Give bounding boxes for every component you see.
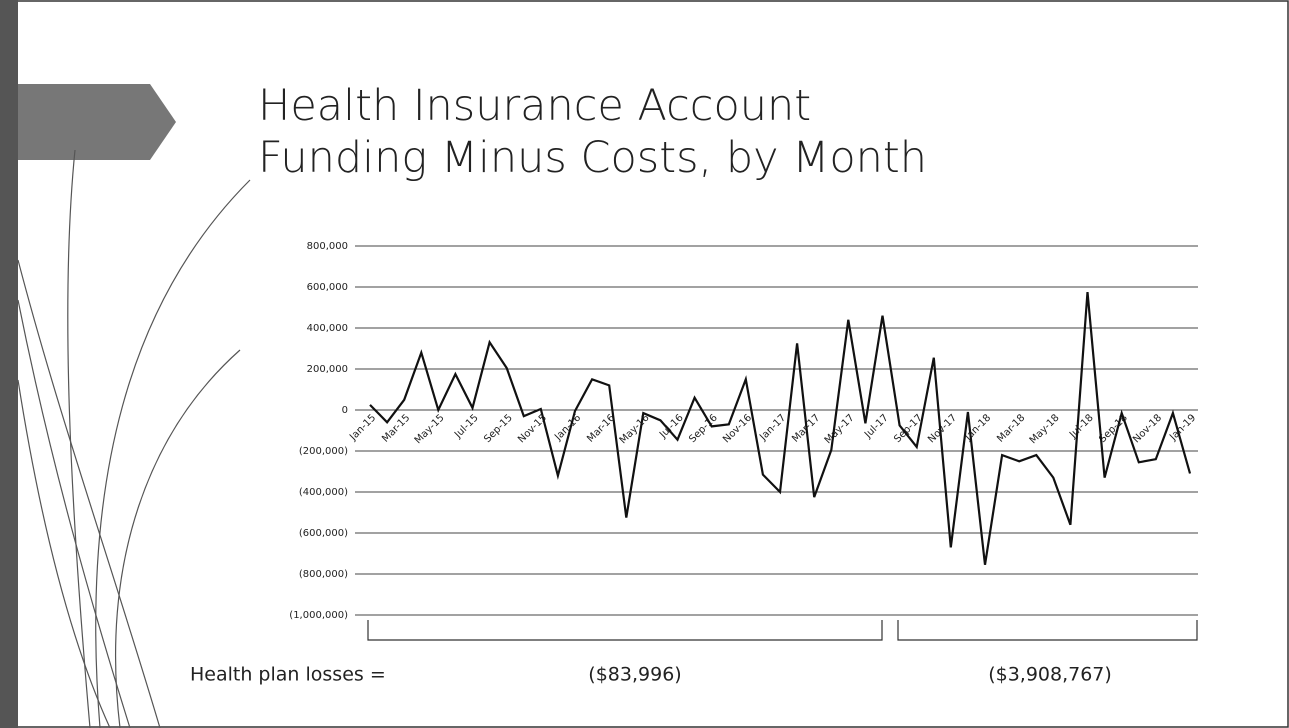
annotation: ($3,908,767) (988, 664, 1112, 686)
x-tick-label: May-16 (618, 412, 652, 446)
x-tick-label: Nov-18 (1131, 412, 1164, 445)
x-tick-label: May-18 (1028, 412, 1062, 446)
x-tick-label: Nov-15 (516, 412, 549, 445)
x-tick-label: Nov-17 (926, 412, 959, 445)
x-tick-label: Nov-16 (721, 412, 754, 445)
x-tick-label: Jan-17 (757, 412, 788, 443)
x-tick-label: Mar-15 (380, 412, 412, 444)
decor-curves (17, 149, 251, 728)
line (369, 291, 1192, 565)
x-tick-label: Jul-18 (1067, 412, 1096, 441)
arrow (18, 84, 176, 160)
annotation: Health plan losses = (190, 664, 386, 686)
y-tick-label: 200,000 (307, 364, 348, 375)
y-tick-label: 400,000 (307, 323, 348, 334)
y-tick-label: 800,000 (307, 241, 348, 252)
x-tick-label: May-17 (823, 412, 857, 446)
x-tick-label: Sep-16 (687, 412, 720, 445)
x-tick-label: Jan-15 (347, 412, 378, 443)
y-tick-label: (600,000) (299, 528, 348, 539)
left-bar (0, 0, 18, 728)
x-tick-label: Sep-15 (482, 412, 515, 445)
y-tick-label: (800,000) (299, 569, 348, 580)
x-tick-label: Mar-18 (995, 412, 1027, 444)
x-tick-label: Jul-15 (452, 412, 481, 441)
y-tick-label: (1,000,000) (289, 610, 348, 621)
annotation: ($83,996) (588, 664, 681, 686)
y-tick-label: 0 (342, 405, 348, 416)
chart-title: Health Insurance Account Funding Minus C… (258, 81, 927, 183)
x-tick-label: Jul-16 (657, 412, 686, 441)
y-tick-label: (200,000) (299, 446, 348, 457)
brackets (367, 620, 1198, 641)
y-tick-label: 600,000 (307, 282, 348, 293)
y-tick-label: (400,000) (299, 487, 348, 498)
x-tick-label: May-15 (413, 412, 447, 446)
